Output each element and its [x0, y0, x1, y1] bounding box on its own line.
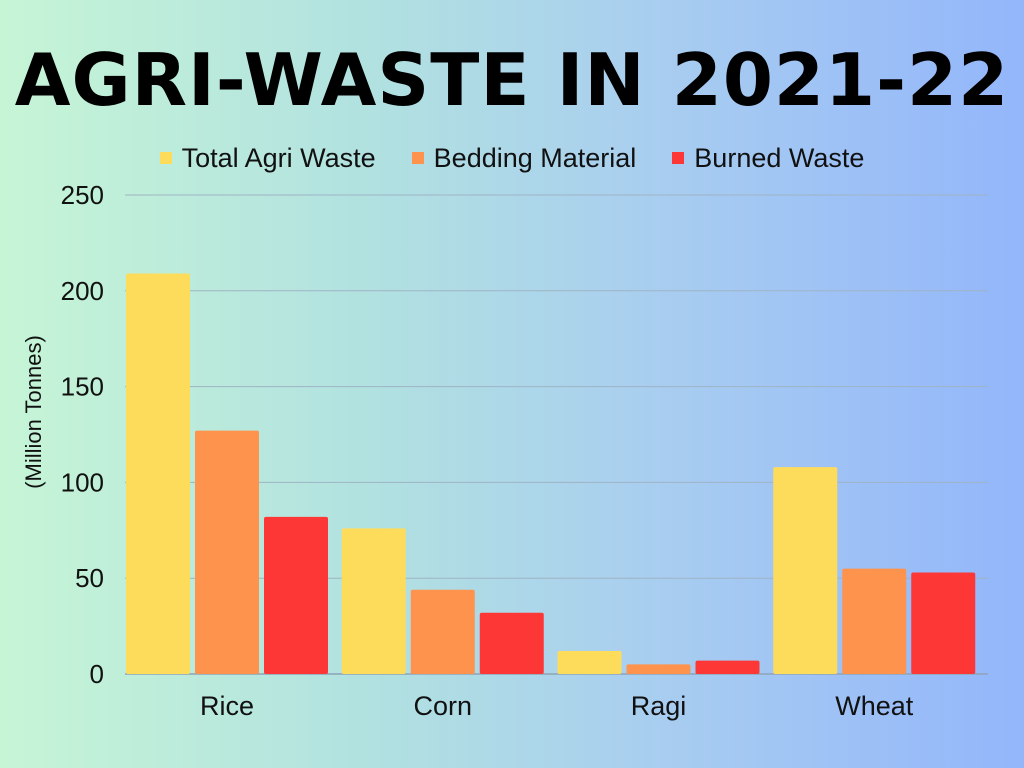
bar-ragi-bedding-material [626, 664, 691, 674]
x-tick-label-rice: Rice [200, 691, 254, 721]
legend-label-burned-waste: Burned Waste [694, 142, 865, 173]
legend-swatch-burned-waste [672, 152, 685, 164]
legend: Total Agri Waste Bedding Material Burned… [0, 138, 1024, 178]
y-tick-label-100: 100 [61, 467, 104, 497]
x-tick-label-wheat: Wheat [835, 691, 914, 721]
legend-swatch-total-agri-waste [159, 152, 172, 164]
legend-swatch-bedding-material [411, 152, 424, 164]
y-tick-label-250: 250 [61, 180, 104, 210]
legend-item-burned-waste: Burned Waste [672, 143, 864, 174]
bar-corn-burned-waste [479, 612, 544, 674]
bar-corn-total-agri-waste [341, 528, 406, 674]
y-tick-label-50: 50 [75, 563, 104, 593]
y-axis-label: (Million Tonnes) [21, 335, 46, 489]
chart-title: AGRI-WASTE IN 2021-22 [14, 38, 1010, 122]
bar-wheat-total-agri-waste [773, 467, 838, 674]
bar-rice-bedding-material [195, 430, 259, 674]
legend-label-total-agri-waste: Total Agri Waste [181, 142, 376, 173]
y-tick-label-0: 0 [90, 659, 104, 689]
bar-wheat-burned-waste [911, 572, 976, 674]
bar-ragi-total-agri-waste [557, 651, 622, 674]
legend-label-bedding-material: Bedding Material [433, 142, 637, 173]
x-tick-label-corn: Corn [413, 691, 472, 721]
x-tick-label-ragi: Ragi [631, 691, 687, 721]
legend-item-bedding-material: Bedding Material [411, 142, 637, 174]
bar-corn-bedding-material [410, 589, 475, 674]
bar-rice-total-agri-waste [126, 273, 190, 674]
y-tick-label-200: 200 [61, 276, 104, 306]
bar-wheat-bedding-material [842, 568, 907, 674]
bar-rice-burned-waste [264, 516, 328, 674]
y-tick-label-150: 150 [61, 372, 104, 402]
legend-item-total-agri-waste: Total Agri Waste [159, 142, 376, 174]
bar-ragi-burned-waste [695, 660, 760, 674]
